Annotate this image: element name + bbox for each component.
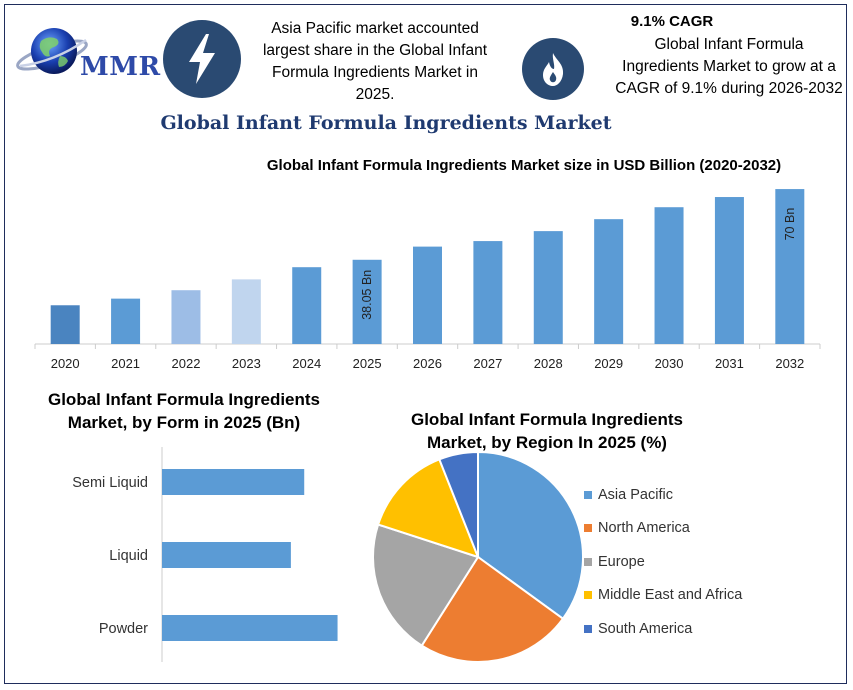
title-line: Global Infant Formula Ingredients: [410, 410, 684, 429]
x-tick-label: 2025: [353, 356, 382, 371]
legend-label: South America: [598, 620, 693, 637]
x-tick-label: 2032: [775, 356, 804, 371]
x-tick-label: 2024: [292, 356, 321, 371]
flame-icon: [522, 38, 584, 100]
title-line: Market, by Form in 2025 (Bn): [67, 413, 301, 432]
pie-slice-middle-east-and-africa: [376, 458, 480, 559]
bar-2028: [533, 231, 563, 344]
x-tick-label: 2031: [715, 356, 744, 371]
form-chart-title: Global Infant Formula Ingredients Market…: [14, 388, 354, 434]
infographic-frame: [4, 4, 847, 684]
logo-text: MMR: [80, 52, 161, 82]
market-size-chart-title: Global Infant Formula Ingredients Market…: [266, 157, 782, 174]
cagr-heading: 9.1% CAGR: [630, 13, 714, 30]
category-label: Powder: [99, 621, 148, 637]
legend-swatch: [584, 524, 592, 533]
cagr-line: CAGR of 9.1% during 2026-2032: [615, 80, 843, 97]
cagr-line: Ingredients Market to grow at a: [622, 58, 836, 75]
x-tick-label: 2030: [655, 356, 684, 371]
legend-label: Middle East and Africa: [598, 587, 743, 604]
data-label: 70 Bn: [783, 208, 797, 241]
bar-2020: [50, 305, 80, 344]
mmr-globe-logo: [16, 28, 88, 74]
legend-swatch: [584, 557, 592, 566]
x-tick-label: 2020: [51, 356, 80, 371]
pie-slice-north-america: [420, 555, 565, 663]
hbar-powder: [162, 615, 338, 641]
x-tick-label: 2021: [111, 356, 140, 371]
legend-item: Middle East and Africa: [584, 579, 742, 613]
legend-item: North America: [584, 512, 742, 546]
note-line: Formula Ingredients Market in: [272, 64, 478, 81]
pie-slice-europe: [372, 523, 480, 648]
asia-pacific-note: Asia Pacific market accounted largest sh…: [246, 18, 504, 106]
x-tick-label: 2029: [594, 356, 623, 371]
category-label: Semi Liquid: [72, 475, 148, 491]
x-tick-label: 2026: [413, 356, 442, 371]
bar-2025: [352, 259, 382, 344]
x-tick-label: 2022: [172, 356, 201, 371]
region-chart-title: Global Infant Formula Ingredients Market…: [386, 408, 708, 454]
x-tick-label: 2023: [232, 356, 261, 371]
hbar-semi-liquid: [162, 469, 305, 495]
legend-swatch: [584, 490, 592, 499]
data-label: 38.05 Bn: [360, 270, 374, 320]
cagr-note: Global Infant Formula Ingredients Market…: [600, 34, 853, 100]
bar-2027: [473, 241, 503, 344]
bar-2021: [111, 298, 141, 344]
bar-2023: [231, 279, 261, 344]
legend-item: Asia Pacific: [584, 478, 742, 512]
pie-slice-south-america: [438, 450, 479, 558]
bar-2026: [413, 246, 442, 344]
main-title: Global Infant Formula Ingredients Market: [160, 112, 612, 134]
note-line: Asia Pacific market accounted: [271, 20, 479, 37]
bar-2022: [171, 290, 201, 344]
pie-legend: Asia Pacific North America Europe Middle Ea…: [584, 478, 742, 646]
bar-2032: [775, 189, 805, 344]
legend-item: Europe: [584, 545, 742, 579]
category-label: Liquid: [109, 548, 148, 564]
x-tick-label: 2028: [534, 356, 563, 371]
legend-label: North America: [598, 520, 690, 537]
hbar-liquid: [162, 542, 291, 568]
legend-swatch: [584, 591, 592, 600]
bar-2031: [714, 197, 744, 344]
legend-swatch: [584, 624, 592, 633]
legend-item: South America: [584, 612, 742, 646]
cagr-line: Global Infant Formula: [654, 36, 804, 53]
x-tick-label: 2027: [473, 356, 502, 371]
title-line: Global Infant Formula Ingredients: [47, 390, 321, 409]
legend-label: Europe: [598, 553, 645, 570]
note-line: 2025.: [355, 86, 395, 103]
title-line: Market, by Region In 2025 (%): [427, 433, 667, 452]
note-line: largest share in the Global Infant: [262, 42, 488, 59]
lightning-bolt-icon: [163, 20, 241, 98]
pie-slice-asia-pacific: [477, 450, 584, 621]
bar-2029: [594, 219, 624, 344]
bar-2030: [654, 207, 684, 344]
bar-2024: [292, 267, 322, 344]
legend-label: Asia Pacific: [598, 486, 673, 503]
